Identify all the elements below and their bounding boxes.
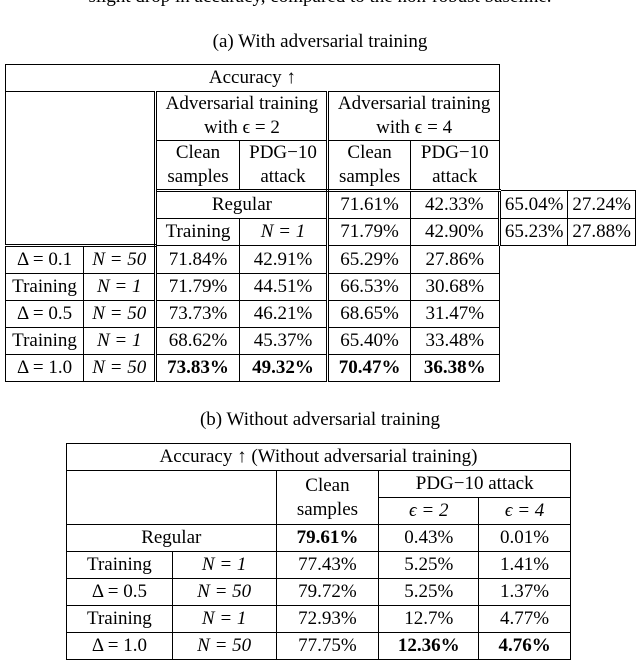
table-row: Training N = 1 71.79% 42.90% 65.23% 27.8… <box>6 218 636 246</box>
table-cell: Regular <box>155 190 330 219</box>
table-cell: 71.79% <box>155 273 240 301</box>
table-cell: 31.47% <box>409 300 500 328</box>
table-cell: 77.75% <box>275 632 380 660</box>
table-cell: Δ = 0.1 <box>4 245 85 274</box>
table-cell: 71.84% <box>155 245 240 274</box>
table-b-corner <box>66 470 277 525</box>
table-cell: 71.79% <box>327 218 411 246</box>
table-cell: 77.43% <box>275 551 380 579</box>
table-cell: 30.68% <box>409 273 500 301</box>
table-cell: N = 1 <box>171 605 277 633</box>
table-cell: 44.51% <box>238 273 330 301</box>
table-cell: 1.37% <box>478 578 571 606</box>
table-row: Training N = 1 72.93% 12.7% 4.77% <box>66 605 571 633</box>
table-cell: 65.40% <box>327 327 411 355</box>
table-cell: 4.77% <box>478 605 571 633</box>
table-row: Regular 79.61% 0.43% 0.01% <box>66 524 571 552</box>
table-cell: N = 50 <box>171 578 277 606</box>
preceding-text: slight drop in accuracy, compared to the… <box>0 0 640 8</box>
table-cell: 0.01% <box>478 524 571 552</box>
table-a-col-pdg-1: PDG−10 attack <box>238 140 330 192</box>
table-cell: 27.86% <box>409 245 500 274</box>
table-cell: 1.41% <box>478 551 571 579</box>
table-cell: 33.48% <box>409 327 500 355</box>
table-cell: 79.61% <box>275 524 380 552</box>
table-cell: N = 50 <box>83 300 158 328</box>
table-a-corner <box>4 91 158 247</box>
table-a-group1-header: Adversarial training with ϵ = 2 <box>155 91 330 141</box>
table-cell: N = 1 <box>83 327 158 355</box>
table-cell: 65.04% <box>498 190 569 219</box>
table-cell: 4.76% <box>478 632 571 660</box>
table-cell: 12.36% <box>378 632 480 660</box>
table-cell: 27.88% <box>567 218 636 246</box>
table-cell: 42.91% <box>238 245 330 274</box>
table-a-caption: (a) With adversarial training <box>212 31 428 52</box>
table-cell: N = 50 <box>171 632 277 660</box>
table-cell: N = 1 <box>171 551 277 579</box>
table-row: Training N = 1 71.79% 44.51% 66.53% 30.6… <box>4 273 636 301</box>
table-cell: 73.83% <box>155 354 240 382</box>
table-row: Training N = 1 77.43% 5.25% 1.41% <box>66 551 571 579</box>
table-a-col-clean-1: Clean samples <box>155 140 240 192</box>
table-cell: 5.25% <box>378 551 480 579</box>
table-cell: Training <box>66 551 173 579</box>
table-cell: 42.33% <box>409 190 501 219</box>
table-cell: N = 50 <box>83 245 158 274</box>
table-with-adversarial-training: Accuracy ↑ Adversarial training with ϵ = … <box>4 64 636 382</box>
table-cell: Δ = 1.0 <box>4 354 85 382</box>
table-cell: Training <box>66 605 173 633</box>
table-a-col-pdg-2: PDG−10 attack <box>409 140 500 192</box>
table-cell: 66.53% <box>327 273 411 301</box>
table-cell: Δ = 0.5 <box>66 578 173 606</box>
table-a-title: Accuracy ↑ <box>5 64 500 92</box>
table-cell: N = 50 <box>83 354 158 382</box>
table-cell: 49.32% <box>238 354 330 382</box>
table-cell: 5.25% <box>378 578 480 606</box>
table-row: Δ = 0.5 N = 50 73.73% 46.21% 68.65% 31.4… <box>4 300 636 328</box>
table-cell: Δ = 1.0 <box>66 632 173 660</box>
table-row: Δ = 0.1 N = 50 71.84% 42.91% 65.29% 27.8… <box>4 245 636 274</box>
table-cell: 65.29% <box>327 245 411 274</box>
table-row: Δ = 1.0 N = 50 77.75% 12.36% 4.76% <box>66 632 571 660</box>
table-b-col-eps4: ϵ = 4 <box>478 497 571 525</box>
table-cell: Training <box>155 218 240 246</box>
table-cell: 42.90% <box>409 218 501 246</box>
table-row: Δ = 0.5 N = 50 79.72% 5.25% 1.37% <box>66 578 571 606</box>
table-cell: Training <box>4 273 85 301</box>
table-row: Regular 71.61% 42.33% 65.04% 27.24% <box>6 190 636 219</box>
table-cell: N = 1 <box>238 218 330 246</box>
table-cell: Training <box>4 327 85 355</box>
table-b-col-eps2: ϵ = 2 <box>378 497 480 525</box>
table-b-caption: (b) Without adversarial training <box>199 409 440 430</box>
table-b-col-clean: Clean samples <box>275 470 380 525</box>
table-without-adversarial-training: Accuracy ↑ (Without adversarial training… <box>66 443 571 660</box>
table-cell: 70.47% <box>327 354 411 382</box>
table-cell: 65.23% <box>498 218 569 246</box>
table-cell: 0.43% <box>378 524 480 552</box>
table-cell: 45.37% <box>238 327 330 355</box>
table-cell: 46.21% <box>238 300 330 328</box>
table-a-group2-header: Adversarial training with ϵ = 4 <box>327 91 500 141</box>
table-cell: 68.65% <box>327 300 411 328</box>
table-cell: N = 1 <box>83 273 158 301</box>
table-row: Training N = 1 68.62% 45.37% 65.40% 33.4… <box>4 327 636 355</box>
table-cell: Regular <box>66 524 277 552</box>
table-cell: 68.62% <box>155 327 240 355</box>
table-b-title: Accuracy ↑ (Without adversarial training… <box>66 443 571 471</box>
table-cell: 71.61% <box>327 190 411 219</box>
table-cell: 12.7% <box>378 605 480 633</box>
table-a-col-clean-2: Clean samples <box>327 140 411 192</box>
table-cell: 36.38% <box>409 354 500 382</box>
table-cell: 72.93% <box>275 605 380 633</box>
table-cell: 73.73% <box>155 300 240 328</box>
table-cell: Δ = 0.5 <box>4 300 85 328</box>
table-cell: 79.72% <box>275 578 380 606</box>
table-b-col-pdg: PDG−10 attack <box>378 470 571 498</box>
table-cell: 27.24% <box>567 190 636 219</box>
table-row: Δ = 1.0 N = 50 73.83% 49.32% 70.47% 36.3… <box>4 354 636 382</box>
